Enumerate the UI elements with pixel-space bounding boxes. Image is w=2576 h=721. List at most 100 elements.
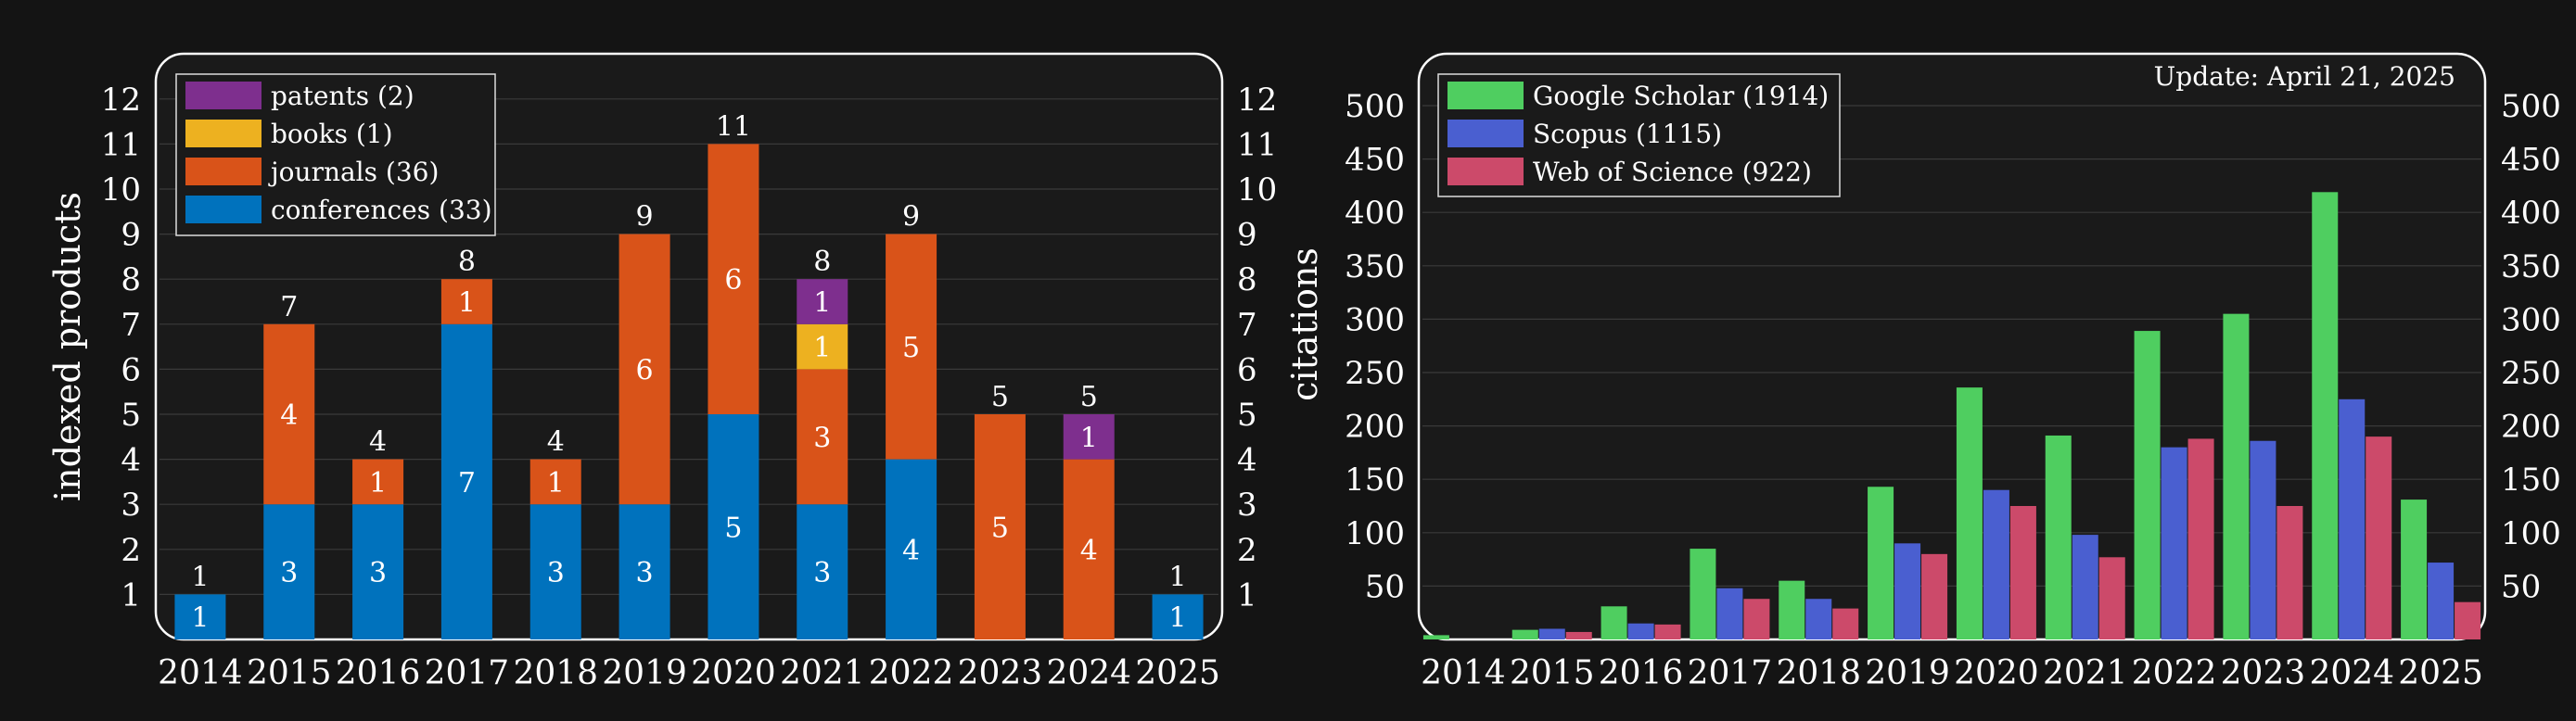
total-value-label: 4 <box>547 426 565 459</box>
segment-value-label: 6 <box>724 264 742 297</box>
y-tick-label: 450 <box>1345 142 1405 179</box>
legend-label: patents (2) <box>271 81 414 111</box>
segment-value-label: 4 <box>280 399 298 432</box>
bar-segment <box>440 323 492 639</box>
citation-bar <box>2223 313 2250 639</box>
y-tick-label: 5 <box>1237 397 1257 434</box>
citation-bar <box>2098 557 2125 639</box>
legend-swatch <box>185 196 261 223</box>
legend-swatch <box>1447 82 1524 109</box>
x-tick-label: 2022 <box>2132 654 2217 692</box>
segment-value-label: 3 <box>280 557 298 589</box>
y-tick-label: 250 <box>1345 355 1405 392</box>
x-tick-label: 2016 <box>336 654 421 692</box>
citation-bar <box>1511 629 1538 639</box>
segment-value-label: 3 <box>813 422 831 454</box>
x-tick-label: 2021 <box>2043 654 2128 692</box>
legend-label: Google Scholar (1914) <box>1533 81 1829 111</box>
segment-value-label: 5 <box>902 332 920 364</box>
total-value-label: 5 <box>991 381 1009 413</box>
x-tick-label: 2018 <box>1776 654 1861 692</box>
bar-segment <box>529 459 581 505</box>
y-tick-labels-left: 50 100 150 200 250 300 350 400 450 500 <box>1345 88 1405 605</box>
y-tick-label: 7 <box>1237 307 1257 344</box>
y-tick-label: 9 <box>121 217 141 254</box>
gridlines <box>1422 105 2481 588</box>
x-tick-label: 2015 <box>1510 654 1595 692</box>
total-value-label: 9 <box>902 201 920 234</box>
citation-bar <box>1538 628 1565 639</box>
y-tick-labels-right: 50 100 150 200 250 300 350 400 450 500 <box>2501 88 2561 605</box>
segment-value-label: 5 <box>724 512 742 545</box>
citation-bar <box>2455 601 2481 639</box>
legend-label: Scopus (1115) <box>1533 119 1722 149</box>
bar-stacks <box>174 144 1204 639</box>
citation-bar <box>1779 580 1805 639</box>
y-tick-label: 50 <box>2501 568 2541 605</box>
y-tick-label: 4 <box>121 442 141 479</box>
citation-bar <box>1921 553 1948 639</box>
segment-value-label: 3 <box>813 557 831 589</box>
x-tick-label: 2019 <box>1865 654 1950 692</box>
bar-segment <box>618 504 670 639</box>
citation-bar <box>2187 438 2214 639</box>
citation-bar <box>1565 631 1592 639</box>
citation-bar <box>2072 535 2098 639</box>
total-value-label: 11 <box>716 110 751 143</box>
legend-label: journals (36) <box>268 157 439 187</box>
segment-value-label: 1 <box>1080 422 1098 454</box>
legend-label: books (1) <box>271 119 393 149</box>
y-axis-label: citations <box>1284 247 1325 401</box>
legend-swatch <box>185 158 261 185</box>
y-tick-label: 4 <box>1237 442 1257 479</box>
x-tick-label: 2016 <box>1599 654 1684 692</box>
segment-value-label: 1 <box>813 287 831 320</box>
y-tick-label: 250 <box>2501 355 2561 392</box>
bar-segment <box>1063 459 1115 639</box>
citation-bar <box>1627 623 1654 639</box>
x-tick-labels: 2014 2015 2016 2017 2018 2019 2020 2021 2022 2023… <box>1421 654 2483 692</box>
legend: Google Scholar (1914) Scopus (1115) Web of… <box>1437 73 1841 197</box>
y-tick-label: 50 <box>1365 568 1405 605</box>
bar-segment <box>174 594 226 639</box>
x-tick-label: 2017 <box>1688 654 1773 692</box>
total-value-label: 9 <box>636 201 654 234</box>
bar-segment <box>886 234 937 460</box>
x-tick-label: 2020 <box>691 654 776 692</box>
citation-bar <box>2339 398 2366 639</box>
bar-segment <box>263 504 315 639</box>
x-tick-label: 2025 <box>2398 654 2483 692</box>
x-tick-label: 2023 <box>958 654 1043 692</box>
x-tick-label: 2018 <box>513 654 598 692</box>
x-tick-label: 2020 <box>1954 654 2039 692</box>
bar-segment <box>440 279 492 324</box>
segment-value-label: 1 <box>458 287 476 320</box>
x-tick-label: 2014 <box>158 654 243 692</box>
segment-value-label: 6 <box>636 354 654 386</box>
citation-bar <box>1690 549 1716 639</box>
total-value-label: 4 <box>369 426 387 459</box>
y-tick-label: 400 <box>1345 195 1405 232</box>
citation-bar <box>1983 489 2009 639</box>
y-axis-label: indexed products <box>47 192 88 501</box>
segment-value-label: 1 <box>369 467 387 500</box>
citation-bar <box>2009 506 2036 639</box>
plot-frame <box>1417 52 2487 641</box>
y-tick-label: 8 <box>121 261 141 298</box>
x-tick-label: 2023 <box>2221 654 2306 692</box>
total-value-label: 8 <box>813 246 831 278</box>
citation-bar <box>1743 599 1770 639</box>
citation-bar <box>2428 563 2455 639</box>
citation-bar <box>2250 440 2276 639</box>
x-tick-label: 2017 <box>425 654 510 692</box>
y-tick-label: 2 <box>1237 532 1257 569</box>
citation-bar <box>1654 624 1681 639</box>
y-tick-label: 500 <box>2501 88 2561 125</box>
segment-value-label: 1 <box>191 602 209 635</box>
y-tick-label: 9 <box>1237 217 1257 254</box>
y-tick-label: 11 <box>101 126 141 163</box>
x-tick-label: 2024 <box>1046 654 1131 692</box>
legend-swatch <box>1447 120 1524 147</box>
